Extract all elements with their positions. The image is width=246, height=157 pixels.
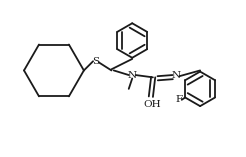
Text: S: S: [92, 57, 99, 66]
Text: F: F: [176, 95, 183, 104]
Text: N: N: [128, 70, 137, 80]
Text: OH: OH: [143, 100, 161, 109]
Text: N: N: [171, 70, 181, 80]
